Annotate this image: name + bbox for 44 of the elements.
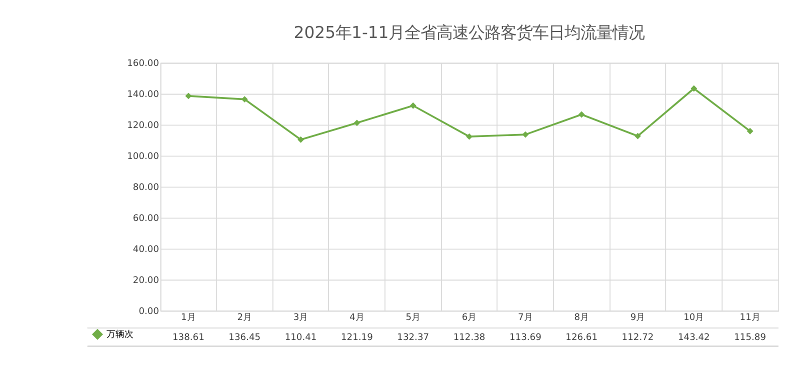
data-label: 126.61	[566, 332, 598, 343]
point	[690, 85, 698, 92]
y-tick-label: 20.00	[132, 276, 160, 286]
point	[298, 136, 304, 143]
y-tick-label: 160.00	[127, 59, 160, 69]
point	[185, 92, 192, 100]
point	[634, 132, 641, 140]
point	[354, 120, 360, 126]
data-label: 138.61	[172, 332, 204, 343]
x-tick-label: 3月	[293, 313, 308, 324]
y-tick-label: 120.00	[127, 120, 160, 131]
x-tick-label: 5月	[406, 313, 420, 324]
point	[578, 111, 585, 118]
point	[466, 133, 472, 140]
point	[746, 128, 754, 134]
x-tick-label: 8月	[574, 313, 589, 324]
x-tick-label: 9月	[630, 313, 646, 324]
y-tick-label: 0.00	[138, 306, 160, 317]
y-tick-label: 80.00	[132, 182, 160, 193]
data-label: 112.72	[622, 332, 654, 343]
y-tick-label: 100.00	[127, 152, 160, 162]
x-tick-label: 2月	[237, 313, 252, 324]
data-label: 132.37	[397, 332, 430, 343]
data-label: 136.45	[228, 332, 261, 343]
y-tick-label: 40.00	[132, 244, 160, 255]
point	[241, 96, 248, 103]
data-label: 112.38	[453, 332, 486, 343]
data-label: 110.41	[284, 332, 317, 343]
x-tick-label: 7月	[518, 313, 533, 324]
data-label: 143.42	[678, 332, 710, 343]
x-tick-label: 10月	[684, 313, 704, 324]
y-tick-label: 140.00	[127, 90, 160, 100]
x-tick-label: 4月	[350, 313, 364, 324]
point	[522, 131, 529, 138]
x-tick-label: 6月	[462, 313, 477, 324]
legend-label: 万辆次	[106, 329, 134, 340]
data-label: 115.89	[734, 332, 766, 343]
point	[410, 102, 416, 109]
chart-title: 2025年1-11月全省高速公路客货车日均流量情况	[294, 23, 645, 42]
x-tick-label: 1月	[181, 313, 196, 324]
x-tick-label: 11月	[740, 313, 760, 324]
data-label: 113.69	[509, 332, 542, 343]
y-tick-label: 60.00	[132, 214, 160, 224]
data-label: 121.19	[341, 332, 374, 343]
